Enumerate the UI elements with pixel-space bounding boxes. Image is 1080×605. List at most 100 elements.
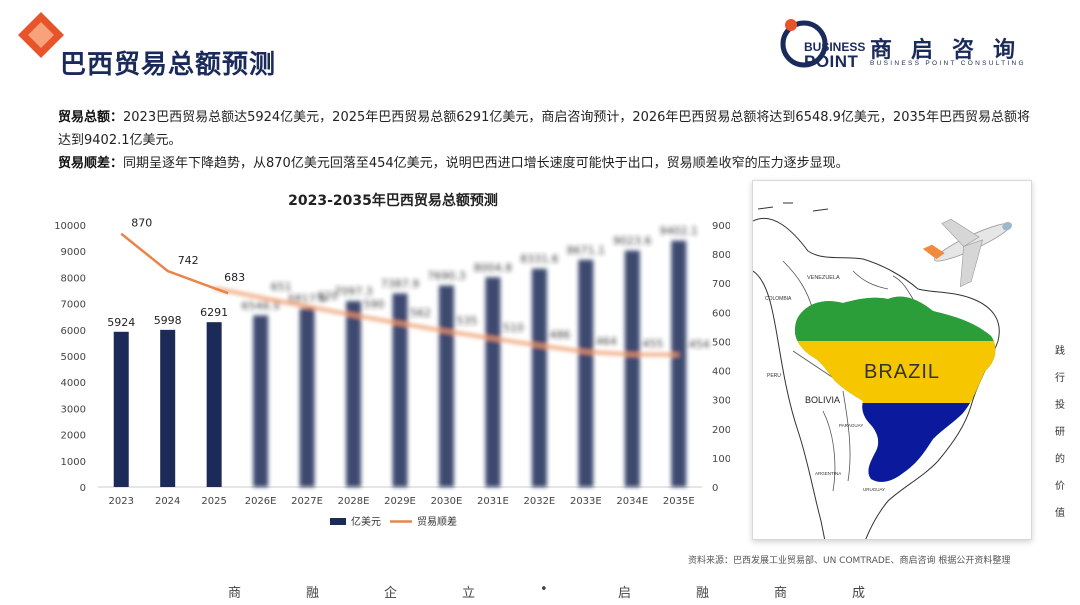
bar-trade-total [392,293,408,487]
bar-data-label: 7690.3 [427,270,466,283]
logo-chinese-name: 商启咨询 [870,38,1035,63]
logo-subtitle: BUSINESS POINT CONSULTING [870,60,1026,67]
trade-total-paragraph: 贸易总额：2023巴西贸易总额达5924亿美元，2025年巴西贸易总额6291亿… [58,106,1038,152]
bar-trade-total [160,329,176,487]
line-data-label: 455 [642,338,663,351]
line-data-label: 454 [689,338,710,351]
y-right-tick-label: 900 [712,221,730,232]
bar-trade-total [531,268,547,487]
x-tick-label: 2027E [291,496,323,507]
x-tick-label: 2030E [431,496,463,507]
bar-data-label: 9023.6 [613,235,652,248]
footer-slogan: 商 融 企 立 • 启 融 商 成 [228,582,930,601]
side-text-char: 行 [1055,373,1065,384]
corner-decoration-icon [18,12,64,58]
line-data-label: 510 [503,322,524,335]
y-left-tick-label: 7000 [61,300,86,311]
line-trade-balance-forecast [213,286,679,357]
trade-balance-text: 同期呈逐年下降趋势，从870亿美元回落至454亿美元，说明巴西进口增长速度可能快… [123,156,849,171]
y-left-tick-label: 5000 [61,352,86,363]
bar-data-label: 9402.1 [660,225,699,238]
x-tick-label: 2033E [570,496,602,507]
x-tick-label: 2031E [477,496,509,507]
trade-total-text: 2023巴西贸易总额达5924亿美元，2025年巴西贸易总额6291亿美元，商启… [58,110,1031,148]
x-tick-label: 2029E [384,496,416,507]
company-logo: BUSINESS POINT 商启咨询 BUSINESS POINT CONSU… [780,16,1060,72]
y-right-tick-label: 700 [712,279,730,290]
line-data-label: 651 [271,280,292,293]
y-left-tick-label: 2000 [61,431,86,442]
chart-clear-group: 5924 5998 6291 870 742 683 [107,217,245,487]
y-right-tick-label: 500 [712,337,730,348]
footer-slogan-char: 商 [228,586,242,601]
chart-title: 2023-2035年巴西贸易总额预测 [288,192,498,209]
legend-swatch-bars [330,518,346,525]
y-left-tick-label: 3000 [61,404,86,415]
bar-trade-total [299,308,315,487]
logo-english-line1: BUSINESS [804,40,866,54]
line-data-label: 590 [364,298,385,311]
line-data-label: 486 [549,329,570,342]
y-left-tick-label: 8000 [61,273,86,284]
footer-slogan-char: 启 [618,586,632,601]
y-right-tick-label: 600 [712,308,730,319]
side-text-char: 的 [1055,454,1065,465]
trade-balance-paragraph: 贸易顺差：同期呈逐年下降趋势，从870亿美元回落至454亿美元，说明巴西进口增长… [58,152,1038,175]
description-block: 贸易总额：2023巴西贸易总额达5924亿美元，2025年巴西贸易总额6291亿… [58,106,1038,175]
x-tick-label: 2026E [245,496,277,507]
map-label-venezuela: VENEZUELA [807,275,840,281]
y-right-tick-label: 400 [712,367,730,378]
side-text-char: 践 [1055,346,1065,357]
bar-data-label: 5924 [107,316,135,329]
brazil-map: BRAZIL VENEZUELA COLOMBIA PERU BOLIVIA P… [752,180,1032,540]
map-label-bolivia: BOLIVIA [805,395,841,405]
trade-total-label: 贸易总额： [58,110,124,125]
footer-slogan-char: 融 [306,586,320,601]
bar-trade-total [438,285,454,487]
bar-data-label: 6291 [200,306,228,319]
x-tick-label: 2024 [155,496,180,507]
bar-trade-total [113,331,129,487]
y-left-tick-label: 10000 [54,221,86,232]
bar-trade-total [671,240,687,487]
bar-data-label: 7097.3 [334,285,373,298]
side-text-char: 价 [1055,481,1065,492]
map-label-argentina: ARGENTINA [815,471,842,476]
line-data-label: 562 [410,306,431,319]
y-left-tick-label: 9000 [61,247,86,258]
side-text-char: 投 [1055,400,1065,411]
bar-data-label: 6548.9 [241,299,280,312]
line-data-label: 870 [131,217,152,230]
bar-trade-total [206,322,222,487]
footer-slogan-char: 立 [462,586,476,601]
bar-data-label: 8671.1 [567,244,606,257]
footer-slogan-char: 企 [384,586,398,601]
bar-trade-total [578,259,594,487]
map-label-peru: PERU [767,373,781,379]
line-trade-balance [120,232,229,295]
map-country-label: BRAZIL [864,361,941,383]
legend-label-bars: 亿美元 [351,515,381,528]
south-america-map-icon [753,202,1012,539]
bar-data-label: 8331.6 [520,253,559,266]
chart-canvas: 2023-2035年巴西贸易总额预测 010002000300040005000… [54,192,730,528]
x-tick-label: 2028E [338,496,370,507]
line-data-label: 742 [178,254,199,267]
y-left-tick-label: 1000 [61,457,86,468]
chart-blurred-group: 6548.9 6817.6 7097.3 7387.9 7690.3 8004.8 8331… [213,225,710,487]
y-left-tick-label: 0 [80,483,86,494]
y-right-tick-label: 100 [712,454,730,465]
map-label-colombia: COLOMBIA [765,296,792,302]
bar-trade-total [485,277,501,487]
y-right-tick-label: 0 [712,483,718,494]
airplane-icon [922,218,1012,288]
footer-slogan-char: • [540,582,548,597]
map-label-uruguay: URUGUAY [863,487,886,492]
x-tick-label: 2035E [663,496,695,507]
side-vertical-text: 践行投研的价值 [1053,338,1067,527]
bar-data-label: 7387.9 [381,277,420,290]
y-right-tick-label: 300 [712,396,730,407]
footer-slogan-char: 融 [696,586,710,601]
logo-english-line2: POINT [804,52,859,71]
bar-data-label: 6817.6 [288,292,327,305]
